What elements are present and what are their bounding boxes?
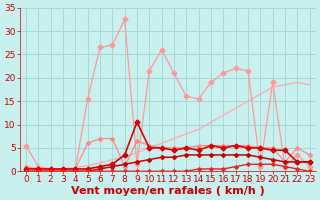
X-axis label: Vent moyen/en rafales ( km/h ): Vent moyen/en rafales ( km/h ) [71,186,265,196]
